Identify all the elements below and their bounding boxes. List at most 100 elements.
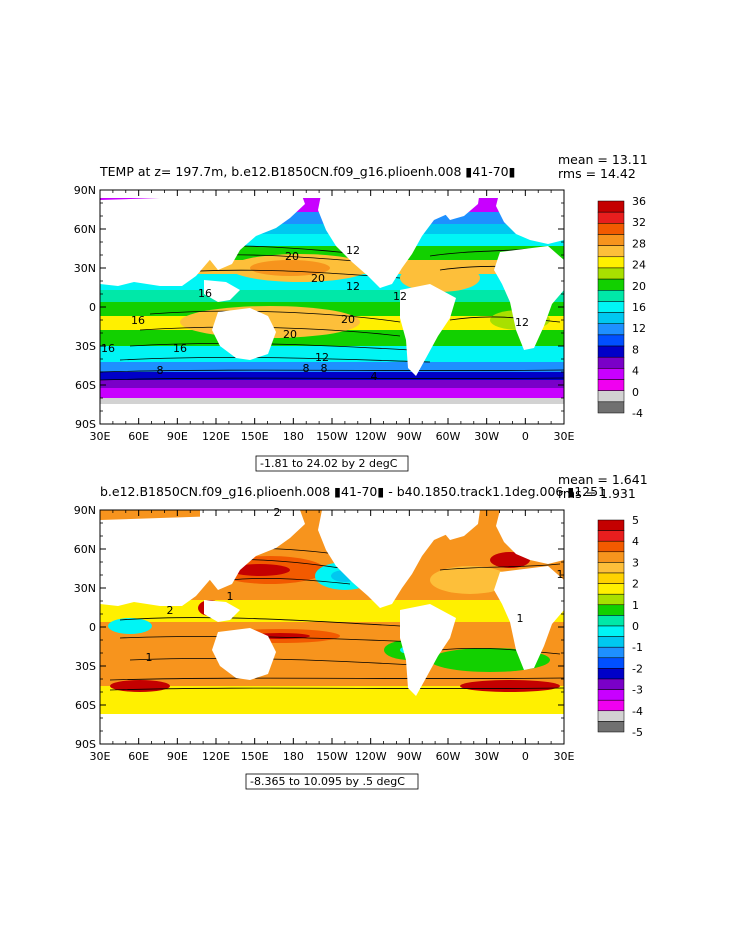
colorbar-box bbox=[597, 267, 625, 280]
colorbar-box bbox=[597, 200, 625, 213]
lon-tick-label: 120E bbox=[202, 430, 230, 443]
colorbar-box bbox=[597, 572, 625, 584]
contour-label: 2 bbox=[274, 506, 281, 519]
colorbar-label: 24 bbox=[632, 259, 646, 272]
panel-b-colorbar: 5 4 3 2 1 0 -1 -2 -3 -4 -5 bbox=[597, 514, 643, 739]
colorbar-label: -4 bbox=[632, 407, 643, 420]
lon-tick-label: 180 bbox=[283, 750, 304, 763]
colorbar-box bbox=[597, 334, 625, 347]
contour-label: 12 bbox=[346, 280, 360, 293]
colorbar-box bbox=[597, 636, 625, 648]
colorbar-box bbox=[597, 519, 625, 531]
colorbar-label: 32 bbox=[632, 216, 646, 229]
colorbar-box bbox=[597, 678, 625, 690]
contour-label: 16 bbox=[131, 314, 145, 327]
lon-tick-label: 90E bbox=[167, 430, 188, 443]
colorbar-box bbox=[597, 593, 625, 606]
lat-tick-label: 30S bbox=[75, 340, 96, 353]
colorbar-label: 8 bbox=[632, 343, 639, 356]
lon-tick-label: 30W bbox=[474, 430, 499, 443]
contour-label: 8 bbox=[321, 362, 328, 375]
colorbar-box bbox=[597, 562, 625, 574]
colorbar-box bbox=[597, 615, 625, 627]
lat-tick-label: 90N bbox=[74, 504, 96, 517]
lat-tick-label: 60N bbox=[74, 223, 96, 236]
lon-tick-label: 60E bbox=[128, 430, 149, 443]
contour-label: 20 bbox=[311, 272, 325, 285]
colorbar-box bbox=[597, 646, 625, 659]
colorbar-label: -1 bbox=[632, 641, 643, 654]
colorbar-box bbox=[597, 401, 625, 414]
colorbar-label: 28 bbox=[632, 237, 646, 250]
colorbar-label: 20 bbox=[632, 280, 646, 293]
colorbar-label: -5 bbox=[632, 726, 643, 739]
contour-label: 12 bbox=[515, 316, 529, 329]
colorbar-box bbox=[597, 540, 625, 553]
lon-tick-label: 90W bbox=[397, 430, 422, 443]
colorbar-box bbox=[597, 390, 625, 403]
colorbar-label: 0 bbox=[632, 386, 639, 399]
colorbar-label: 36 bbox=[632, 195, 646, 208]
panel-b-mean: mean = 1.641 bbox=[558, 472, 648, 487]
panel-a-title: TEMP at z= 197.7m, b.e12.B1850CN.f09_g16… bbox=[99, 164, 516, 179]
colorbar-box bbox=[597, 356, 625, 369]
colorbar-box bbox=[597, 657, 625, 669]
colorbar-box bbox=[597, 530, 625, 542]
colorbar-label: 12 bbox=[632, 322, 646, 335]
contour-label: 12 bbox=[315, 351, 329, 364]
contour-label: 20 bbox=[341, 313, 355, 326]
colorbar-label: 2 bbox=[632, 578, 639, 591]
panel-b-title: b.e12.B1850CN.f09_g16.plioenh.008 ▮41-70… bbox=[100, 484, 606, 499]
lat-tick-label: 60N bbox=[74, 543, 96, 556]
panel-a-rms: rms = 14.42 bbox=[558, 166, 636, 181]
colorbar-box bbox=[597, 583, 625, 595]
colorbar-box bbox=[597, 551, 625, 563]
colorbar-label: 4 bbox=[632, 535, 639, 548]
panel-b-range-box bbox=[245, 773, 419, 790]
lat-tick-label: 30N bbox=[74, 262, 96, 275]
lon-tick-label: 120W bbox=[355, 750, 387, 763]
lon-tick-label: 150W bbox=[316, 430, 348, 443]
colorbar-box bbox=[597, 368, 625, 380]
panel-a-axes: 30E 60E 90E 120E 150E 180 150W 120W 90W 60W 30W 0 30… bbox=[74, 184, 575, 443]
lon-tick-label: 60E bbox=[128, 750, 149, 763]
lon-tick-label: 30E bbox=[554, 750, 575, 763]
lon-tick-label: 90W bbox=[397, 750, 422, 763]
contour-label: 16 bbox=[198, 287, 212, 300]
panel-b-axes: 30E 60E 90E 120E 150E 180 150W 120W 90W 60W 30W 0 30… bbox=[74, 504, 575, 763]
lon-tick-label: 120W bbox=[355, 430, 387, 443]
colorbar-box bbox=[597, 312, 625, 324]
lon-tick-label: 60W bbox=[436, 430, 461, 443]
colorbar-label: -4 bbox=[632, 705, 643, 718]
lon-tick-label: 30W bbox=[474, 750, 499, 763]
colorbar-box bbox=[597, 211, 625, 224]
contour-label: 20 bbox=[283, 328, 297, 341]
colorbar-box bbox=[597, 689, 625, 701]
colorbar-box bbox=[597, 710, 625, 722]
lon-tick-label: 120E bbox=[202, 750, 230, 763]
contour-label: 20 bbox=[285, 250, 299, 263]
lon-tick-label: 0 bbox=[522, 750, 529, 763]
colorbar-label: 1 bbox=[632, 599, 639, 612]
contour-label: 12 bbox=[346, 244, 360, 257]
colorbar-box bbox=[597, 604, 625, 616]
lon-tick-label: 30E bbox=[554, 430, 575, 443]
colorbar-label: -3 bbox=[632, 684, 643, 697]
lon-tick-label: 0 bbox=[522, 430, 529, 443]
colorbar-box bbox=[597, 290, 625, 302]
colorbar-label: 16 bbox=[632, 301, 646, 314]
contour-label: 1 bbox=[517, 612, 524, 625]
panel-a-colorbar: 36 32 28 24 20 16 12 8 4 0 -4 bbox=[597, 195, 646, 420]
lat-tick-label: 0 bbox=[89, 301, 96, 314]
panel-b-contour-labels: 2 2 1 1 1 1 bbox=[146, 506, 564, 664]
lon-tick-label: 90E bbox=[167, 750, 188, 763]
colorbar-box bbox=[597, 379, 625, 391]
lat-tick-label: 90N bbox=[74, 184, 96, 197]
contour-label: 8 bbox=[303, 362, 310, 375]
contour-label: 1 bbox=[146, 651, 153, 664]
lon-tick-label: 180 bbox=[283, 430, 304, 443]
panel-temperature: TEMP at z= 197.7m, b.e12.B1850CN.f09_g16… bbox=[74, 152, 648, 472]
colorbar-box bbox=[597, 323, 625, 336]
contour-label: 12 bbox=[393, 290, 407, 303]
contour-label: 4 bbox=[371, 370, 378, 383]
